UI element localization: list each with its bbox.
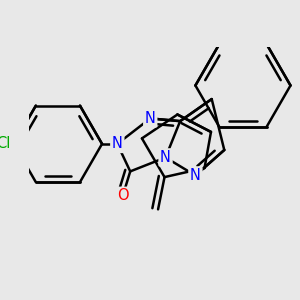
Text: N: N xyxy=(160,150,171,165)
Text: N: N xyxy=(190,168,201,183)
Text: N: N xyxy=(112,136,123,152)
Text: N: N xyxy=(145,111,156,126)
Text: O: O xyxy=(117,188,129,203)
Text: Cl: Cl xyxy=(0,136,11,152)
